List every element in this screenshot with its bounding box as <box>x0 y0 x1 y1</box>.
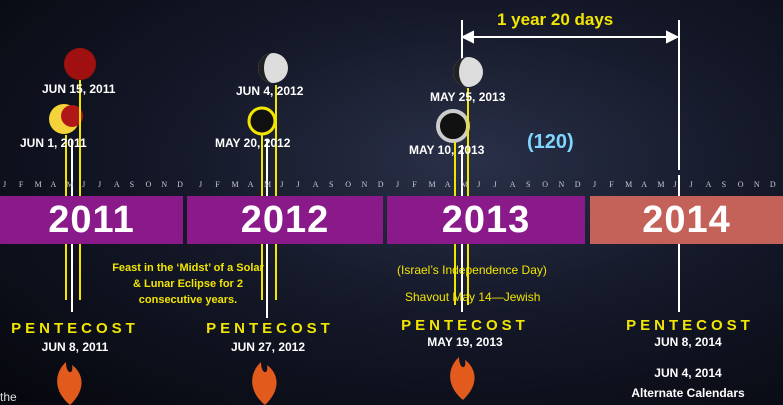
month-letter: J <box>3 180 6 189</box>
eclipse-date: MAY 20, 2012 <box>215 136 290 150</box>
month-letter: F <box>215 180 219 189</box>
month-letter: F <box>609 180 613 189</box>
alt-date: JUN 4, 2014 <box>598 366 778 380</box>
month-letter: A <box>51 180 57 189</box>
month-letter: M <box>232 180 239 189</box>
flame-icons <box>57 357 474 405</box>
month-letter: M <box>625 180 632 189</box>
month-letter: O <box>738 180 744 189</box>
eclipse-date: MAY 10, 2013 <box>409 143 484 157</box>
solar-eclipse <box>249 108 275 134</box>
eclipse-date: JUN 4, 2012 <box>236 84 303 98</box>
year-bar: 2013 <box>387 196 585 244</box>
month-letter: F <box>19 180 23 189</box>
slide: 1 year 20 days (120) JUN 15, 2011 JUN 1,… <box>0 0 783 405</box>
footer-fragment: the <box>0 390 17 404</box>
alt-label: Alternate Calendars <box>598 386 778 400</box>
pentecost-date: JUN 8, 2014 <box>598 335 778 349</box>
israel-note: (Israel’s Independence Day) <box>397 263 547 277</box>
month-letter: S <box>526 180 530 189</box>
pentecost-title: PENTECOST <box>375 317 555 334</box>
month-letter: O <box>146 180 152 189</box>
eclipse-date: JUN 1, 2011 <box>20 136 87 150</box>
month-letter: A <box>510 180 516 189</box>
count-label: (120) <box>527 131 574 154</box>
month-letter: J <box>297 180 300 189</box>
month-letter: M <box>461 180 468 189</box>
month-letter: N <box>161 180 167 189</box>
pentecost-date: MAY 19, 2013 <box>375 335 555 349</box>
month-letter: J <box>98 180 101 189</box>
month-letter: J <box>280 180 283 189</box>
month-letter: M <box>264 180 271 189</box>
pentecost-title: PENTECOST <box>180 320 360 337</box>
month-letter: F <box>412 180 416 189</box>
month-letter: A <box>641 180 647 189</box>
month-letter: M <box>657 180 664 189</box>
month-letter: J <box>396 180 399 189</box>
month-letter: S <box>722 180 726 189</box>
month-letter: M <box>429 180 436 189</box>
month-letter: J <box>673 180 676 189</box>
solar-eclipse <box>438 111 468 141</box>
year-bar: 2014 <box>590 196 783 244</box>
month-letter: J <box>82 180 85 189</box>
month-letter: D <box>177 180 183 189</box>
eclipse-date: JUN 15, 2011 <box>42 82 115 96</box>
year-bar: 2011 <box>0 196 183 244</box>
month-letter: N <box>559 180 565 189</box>
blood-moon <box>64 48 96 80</box>
eclipse-date: MAY 25, 2013 <box>430 90 505 104</box>
span-label: 1 year 20 days <box>497 10 613 30</box>
month-letter: D <box>770 180 776 189</box>
month-letter: A <box>706 180 712 189</box>
month-letter: J <box>477 180 480 189</box>
pentecost-date: JUN 8, 2011 <box>0 340 165 354</box>
month-letter: N <box>362 180 368 189</box>
month-letter: A <box>114 180 120 189</box>
month-letter: J <box>690 180 693 189</box>
month-letter: J <box>494 180 497 189</box>
month-letter: A <box>313 180 319 189</box>
pentecost-date: JUN 27, 2012 <box>178 340 358 354</box>
month-letter: J <box>593 180 596 189</box>
month-letter: J <box>199 180 202 189</box>
month-letter: O <box>345 180 351 189</box>
pentecost-title: PENTECOST <box>600 317 780 334</box>
month-letter: O <box>542 180 548 189</box>
month-letter: S <box>329 180 333 189</box>
shavout-note: Shavout May 14—Jewish <box>405 290 540 304</box>
year-bar: 2012 <box>187 196 383 244</box>
month-letter: A <box>248 180 254 189</box>
month-letter: N <box>754 180 760 189</box>
month-letter: M <box>35 180 42 189</box>
month-letter: D <box>378 180 384 189</box>
feast-note: Feast in the ‘Midst’ of a Solar & Lunar … <box>108 260 268 308</box>
pentecost-title: PENTECOST <box>0 320 165 337</box>
month-letter: M <box>66 180 73 189</box>
month-letter: D <box>575 180 581 189</box>
month-letter: S <box>130 180 134 189</box>
month-letter: A <box>445 180 451 189</box>
